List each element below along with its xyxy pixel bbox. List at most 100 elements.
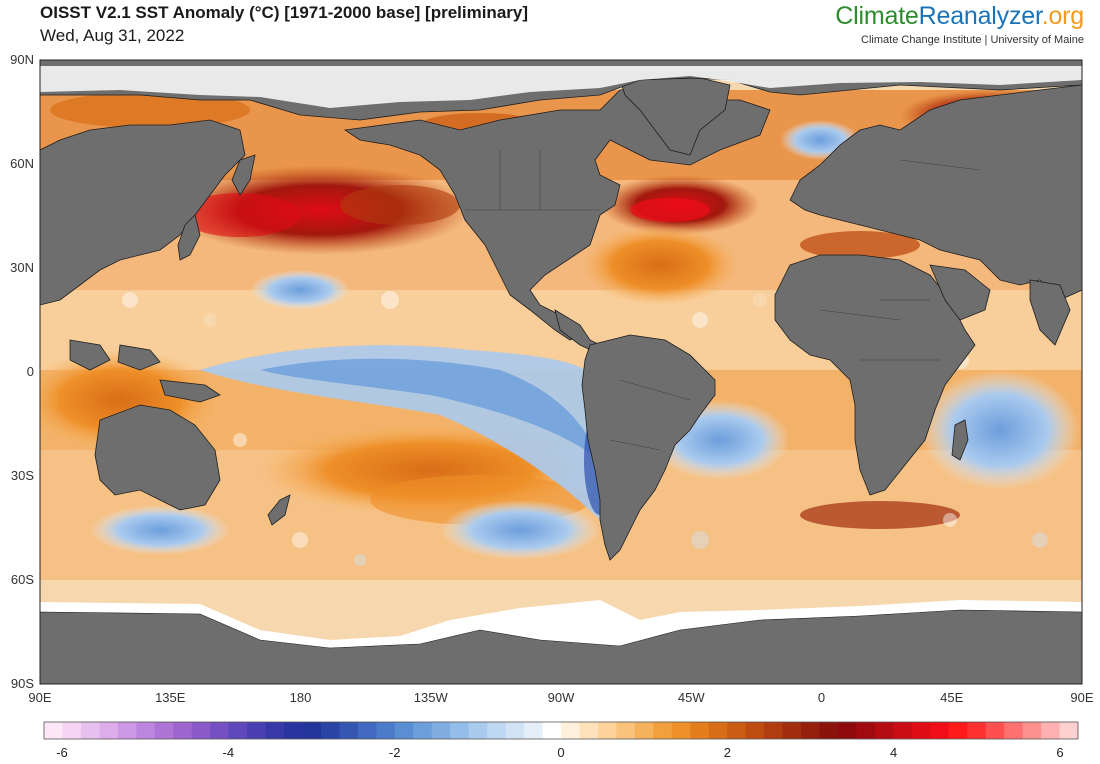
colorbar-swatch — [62, 722, 82, 739]
colorbar-swatch — [948, 722, 968, 739]
colorbar-swatch — [874, 722, 894, 739]
colorbar-swatch — [764, 722, 783, 739]
brand-part-climate: Climate — [835, 2, 919, 30]
brand-part-org: .org — [1041, 2, 1084, 30]
colorbar-swatch — [837, 722, 857, 739]
colorbar-swatch — [782, 722, 802, 739]
longitude-label: 45W — [678, 690, 705, 705]
longitude-label: 90E — [28, 690, 51, 705]
colorbar-swatch — [708, 722, 728, 739]
colorbar-swatch — [44, 722, 63, 739]
latitude-label: 90S — [11, 676, 34, 691]
colorbar-swatch — [376, 722, 396, 739]
colorbar-swatch — [985, 722, 1005, 739]
longitude-label: 45E — [940, 690, 963, 705]
sulawesi-land — [117, 344, 161, 371]
map-plot-area — [40, 60, 1082, 684]
colorbar-swatch — [284, 722, 303, 739]
colorbar-swatch — [228, 722, 248, 739]
map-frame — [39, 59, 1083, 685]
colorbar-swatch — [320, 722, 340, 739]
colorbar-swatch — [911, 722, 931, 739]
colorbar: -6 -4 -2 0 2 4 6 — [43, 721, 1079, 760]
colorbar-swatch — [967, 722, 987, 739]
latitude-label: 30N — [10, 260, 34, 275]
antarctica-land — [40, 609, 1082, 684]
colorbar-swatch — [80, 722, 100, 739]
colorbar-swatch — [1022, 722, 1042, 739]
colorbar-swatch — [154, 722, 174, 739]
arctic-sea-ice — [40, 66, 1082, 108]
colorbar-swatch — [265, 722, 285, 739]
longitude-axis: 90E 135E 180 135W 90W 45W 0 45E 90E — [28, 690, 1093, 705]
colorbar-tick-label: -6 — [56, 745, 68, 760]
colorbar-tick-label: -2 — [389, 745, 401, 760]
colorbar-swatch — [893, 722, 913, 739]
colorbar-tick-label: 0 — [557, 745, 564, 760]
colorbar-swatch — [394, 722, 414, 739]
borneo-land — [69, 339, 111, 371]
new-guinea-land — [159, 379, 221, 403]
longitude-label: 90W — [548, 690, 575, 705]
colorbar-swatch — [450, 722, 470, 739]
latitude-axis: 90N 60N 30N 0 30S 60S 90S — [10, 52, 34, 691]
colorbar-swatch — [357, 722, 377, 739]
colorbar-swatch — [561, 722, 580, 739]
colorbar-swatch — [191, 722, 211, 739]
brand-logo[interactable]: ClimateReanalyzer.org — [835, 2, 1084, 31]
map-date: Wed, Aug 31, 2022 — [40, 26, 185, 45]
colorbar-tick-label: -4 — [223, 745, 235, 760]
longitude-label: 90E — [1070, 690, 1093, 705]
colorbar-swatch — [431, 722, 451, 739]
longitude-label: 180 — [290, 690, 312, 705]
colorbar-swatch — [745, 722, 765, 739]
colorbar-tick-label: 6 — [1056, 745, 1063, 760]
latitude-label: 60N — [10, 156, 34, 171]
colorbar-swatch — [616, 722, 636, 739]
colorbar-swatch — [487, 722, 506, 739]
brand-part-reanalyzer: Reanalyzer — [918, 2, 1042, 30]
map-title: OISST V2.1 SST Anomaly (°C) [1971-2000 b… — [40, 3, 529, 22]
colorbar-tick-label: 4 — [890, 745, 897, 760]
colorbar-swatch — [247, 722, 266, 739]
greenland-land — [619, 77, 731, 156]
brand-subtitle: Climate Change Institute | University of… — [861, 34, 1084, 46]
colorbar-swatch — [856, 722, 876, 739]
colorbar-swatch — [505, 722, 525, 739]
colorbar-swatch — [579, 722, 599, 739]
new-zealand-land — [267, 494, 291, 526]
colorbar-swatch — [690, 722, 710, 739]
latitude-label: 90N — [10, 52, 34, 67]
colorbar-swatch — [117, 722, 137, 739]
colorbar-swatch — [468, 722, 488, 739]
eurasia-west-land — [40, 119, 246, 306]
kamchatka-land — [231, 154, 256, 196]
colorbar-swatch — [653, 722, 673, 739]
latitude-label: 0 — [27, 364, 34, 379]
longitude-label: 0 — [818, 690, 825, 705]
colorbar-swatch — [597, 722, 617, 739]
colorbar-frame — [43, 721, 1079, 740]
political-borders — [465, 150, 981, 451]
africa-land — [774, 254, 976, 496]
colorbar-swatch — [1041, 722, 1060, 739]
australia-land — [94, 404, 221, 511]
colorbar-swatch — [302, 722, 322, 739]
colorbar-swatch — [210, 722, 230, 739]
latitude-label: 60S — [11, 572, 34, 587]
india-land — [1029, 279, 1071, 346]
colorbar-swatch — [1059, 722, 1079, 739]
colorbar-swatch — [1004, 722, 1023, 739]
latitude-label: 30S — [11, 468, 34, 483]
colorbar-swatch — [524, 722, 543, 739]
longitude-label: 135E — [155, 690, 186, 705]
colorbar-swatch — [413, 722, 433, 739]
colorbar-swatch — [634, 722, 654, 739]
colorbar-swatch — [339, 722, 359, 739]
colorbar-swatch — [136, 722, 156, 739]
colorbar-swatch — [930, 722, 950, 739]
colorbar-tick-label: 2 — [724, 745, 731, 760]
madagascar-land — [951, 419, 969, 461]
colorbar-swatch — [671, 722, 691, 739]
